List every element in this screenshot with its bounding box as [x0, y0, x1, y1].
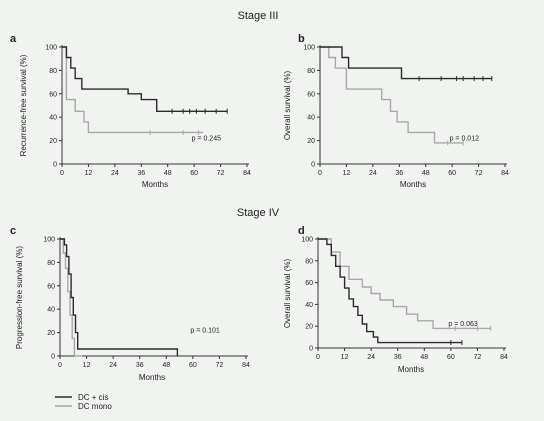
y-axis-label-c: Progression-free survival (%) — [15, 246, 24, 349]
x-tick-label-b-84: 84 — [501, 170, 509, 177]
y-tick-label-c-0: 0 — [51, 354, 55, 361]
p-value-b: p = 0.012 — [450, 136, 479, 143]
legend-label-dc-cis: DC + cis — [78, 393, 108, 402]
curve-c-dc-mono — [60, 238, 83, 357]
x-tick-label-c-48: 48 — [162, 362, 170, 369]
y-tick-label-b-80: 80 — [307, 68, 315, 75]
x-tick-label-d-0: 0 — [316, 354, 320, 361]
panel-c: c 0 20 40 60 80 100 0 12 24 36 48 60 72 84 Months Progre… — [10, 225, 250, 382]
x-tick-label-b-48: 48 — [422, 170, 430, 177]
y-tick-label-d-20: 20 — [305, 324, 313, 331]
y-tick-label-d-40: 40 — [305, 302, 313, 309]
x-tick-label-c-24: 24 — [109, 362, 117, 369]
panel-letter-c: c — [10, 225, 16, 237]
x-tick-label-a-24: 24 — [111, 170, 119, 177]
y-tick-label-b-0: 0 — [311, 162, 315, 169]
y-tick-label-c-40: 40 — [47, 307, 55, 314]
x-tick-label-d-48: 48 — [420, 354, 428, 361]
y-tick-label-c-80: 80 — [47, 260, 55, 267]
y-tick-label-a-80: 80 — [49, 68, 57, 75]
y-tick-label-d-60: 60 — [305, 280, 313, 287]
y-tick-label-d-100: 100 — [301, 237, 313, 244]
x-tick-label-a-36: 36 — [137, 170, 145, 177]
y-tick-label-a-40: 40 — [49, 115, 57, 122]
y-tick-label-a-20: 20 — [49, 138, 57, 145]
x-tick-label-c-36: 36 — [136, 362, 144, 369]
y-tick-label-c-20: 20 — [47, 330, 55, 337]
y-axis-label-a: Recurrence-free survival (%) — [19, 54, 28, 156]
x-tick-label-a-60: 60 — [190, 170, 198, 177]
y-tick-label-a-100: 100 — [45, 45, 57, 52]
p-value-d: p = 0.063 — [448, 321, 477, 328]
panel-b: b 0 20 40 60 80 100 0 12 24 36 48 60 72 84 Months Overal… — [283, 33, 509, 189]
panel-a: a 0 20 40 60 80 100 0 12 24 36 48 60 72 84 Months Recurr… — [10, 33, 251, 189]
panel-letter-a: a — [10, 33, 17, 45]
x-axis-label-b: Months — [400, 180, 426, 189]
x-tick-label-b-60: 60 — [448, 170, 456, 177]
x-tick-label-a-12: 12 — [85, 170, 93, 177]
x-tick-label-b-12: 12 — [343, 170, 351, 177]
y-tick-label-d-0: 0 — [309, 346, 313, 353]
y-tick-label-b-60: 60 — [307, 91, 315, 98]
legend-label-dc-mono: DC mono — [78, 402, 112, 411]
y-tick-label-a-0: 0 — [53, 162, 57, 169]
x-tick-label-d-36: 36 — [394, 354, 402, 361]
y-tick-label-c-100: 100 — [43, 237, 55, 244]
x-tick-label-a-0: 0 — [60, 170, 64, 177]
curve-a-dc-cis — [62, 46, 228, 113]
x-tick-label-c-60: 60 — [189, 362, 197, 369]
stage-iii-heading: Stage III — [238, 10, 279, 22]
x-tick-label-c-0: 0 — [58, 362, 62, 369]
y-axis-label-b: Overall survival (%) — [283, 70, 292, 140]
panel-letter-b: b — [298, 33, 305, 45]
x-tick-label-d-24: 24 — [367, 354, 375, 361]
y-tick-label-b-20: 20 — [307, 138, 315, 145]
y-axis-label-d: Overall survival (%) — [283, 258, 292, 328]
curve-c-dc-cis — [60, 238, 179, 356]
x-tick-label-d-72: 72 — [474, 354, 482, 361]
legend: DC + cis DC mono — [55, 393, 112, 411]
curve-d-dc-cis — [318, 238, 462, 344]
x-tick-label-d-84: 84 — [500, 354, 508, 361]
y-tick-label-a-60: 60 — [49, 91, 57, 98]
x-tick-label-c-72: 72 — [216, 362, 224, 369]
x-tick-label-d-12: 12 — [341, 354, 349, 361]
stage-iv-heading: Stage IV — [237, 207, 280, 219]
curve-d-dc-mono — [318, 238, 491, 330]
panel-d: d 0 20 40 60 80 100 0 12 24 36 48 60 72 84 Months Overal… — [283, 225, 508, 374]
x-axis-label-a: Months — [142, 180, 168, 189]
curve-b-dc-mono — [320, 46, 464, 144]
x-tick-label-b-72: 72 — [475, 170, 483, 177]
x-tick-label-a-84: 84 — [243, 170, 251, 177]
y-tick-label-c-60: 60 — [47, 283, 55, 290]
p-value-a: p = 0.245 — [192, 136, 221, 143]
x-tick-label-b-36: 36 — [395, 170, 403, 177]
x-tick-label-a-72: 72 — [217, 170, 225, 177]
p-value-c: p = 0.101 — [190, 328, 219, 335]
x-tick-label-c-84: 84 — [242, 362, 250, 369]
x-tick-label-b-24: 24 — [369, 170, 377, 177]
curve-a-dc-mono — [62, 46, 203, 134]
x-axis-label-d: Months — [398, 365, 424, 374]
x-tick-label-d-60: 60 — [447, 354, 455, 361]
x-tick-label-a-48: 48 — [164, 170, 172, 177]
panel-letter-d: d — [298, 225, 305, 237]
x-tick-label-c-12: 12 — [83, 362, 91, 369]
y-tick-label-b-40: 40 — [307, 115, 315, 122]
curve-b-dc-cis — [320, 46, 492, 80]
x-axis-label-c: Months — [139, 373, 165, 382]
y-tick-label-d-80: 80 — [305, 258, 313, 265]
y-tick-label-b-100: 100 — [303, 45, 315, 52]
x-tick-label-b-0: 0 — [318, 170, 322, 177]
